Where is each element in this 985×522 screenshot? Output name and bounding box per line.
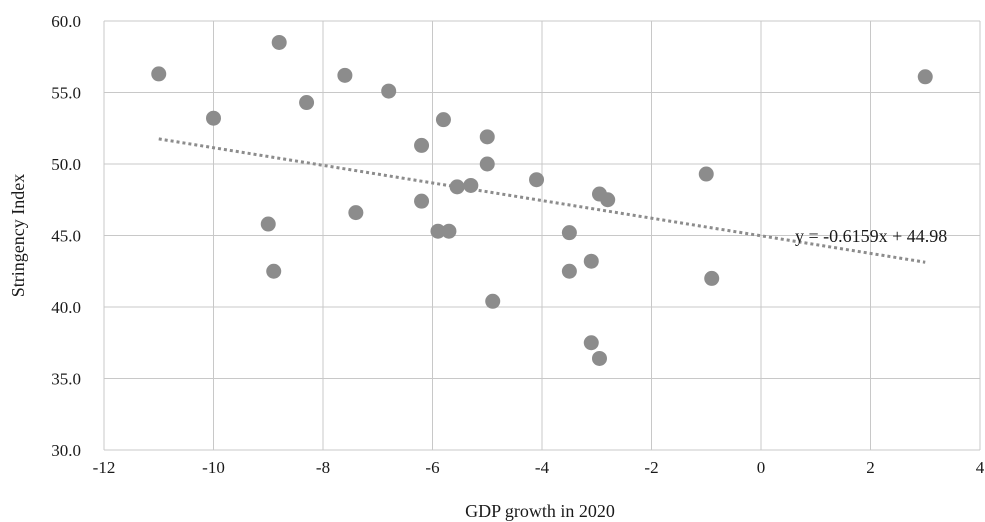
data-point bbox=[600, 192, 616, 208]
data-point bbox=[414, 137, 430, 153]
data-point bbox=[266, 263, 282, 279]
data-point bbox=[561, 225, 577, 241]
x-tick-label: -10 bbox=[202, 458, 225, 477]
x-tick-label: -12 bbox=[93, 458, 116, 477]
data-point bbox=[917, 69, 933, 85]
data-point bbox=[206, 110, 221, 126]
y-tick-labels: 30.0 35.0 40.0 45.0 50.0 55.0 60.0 bbox=[51, 12, 81, 460]
data-point bbox=[299, 95, 315, 111]
data-point bbox=[583, 253, 599, 269]
x-tick-label: -2 bbox=[644, 458, 658, 477]
data-point bbox=[479, 129, 495, 145]
y-tick-label: 55.0 bbox=[51, 84, 81, 103]
y-tick-label: 30.0 bbox=[51, 441, 81, 460]
data-point bbox=[449, 179, 465, 195]
data-point bbox=[337, 67, 353, 83]
x-tick-label: 2 bbox=[866, 458, 875, 477]
y-tick-label: 45.0 bbox=[51, 227, 81, 246]
y-tick-label: 35.0 bbox=[51, 370, 81, 389]
x-tick-label: -8 bbox=[316, 458, 330, 477]
data-point bbox=[704, 270, 720, 286]
trendline-equation: y = -0.6159x + 44.98 bbox=[795, 226, 947, 246]
x-tick-labels: -12 -10 -8 -6 -4 -2 0 2 4 bbox=[93, 458, 985, 477]
data-point bbox=[260, 216, 276, 232]
x-tick-label: -6 bbox=[425, 458, 439, 477]
data-point bbox=[529, 172, 545, 188]
data-point bbox=[463, 177, 479, 193]
data-point bbox=[151, 66, 167, 82]
data-point bbox=[591, 350, 607, 366]
data-point bbox=[430, 223, 446, 239]
x-tick-label: 0 bbox=[757, 458, 766, 477]
x-axis-title: GDP growth in 2020 bbox=[465, 501, 615, 521]
data-point bbox=[381, 83, 397, 99]
data-point bbox=[348, 205, 364, 221]
x-tick-label: 4 bbox=[976, 458, 985, 477]
data-point bbox=[435, 112, 451, 128]
data-point bbox=[479, 156, 495, 172]
data-points bbox=[151, 34, 933, 366]
y-axis-title: Stringency Index bbox=[8, 174, 28, 297]
data-point bbox=[583, 335, 599, 351]
data-point bbox=[414, 193, 430, 209]
y-tick-label: 40.0 bbox=[51, 298, 81, 317]
data-point bbox=[441, 223, 457, 239]
y-tick-label: 60.0 bbox=[51, 12, 81, 31]
data-point bbox=[561, 263, 577, 279]
y-tick-label: 50.0 bbox=[51, 155, 81, 174]
x-tick-label: -4 bbox=[535, 458, 550, 477]
data-point bbox=[271, 34, 287, 50]
data-point bbox=[698, 166, 714, 182]
grid-layer bbox=[103, 20, 981, 451]
data-point bbox=[485, 293, 501, 309]
